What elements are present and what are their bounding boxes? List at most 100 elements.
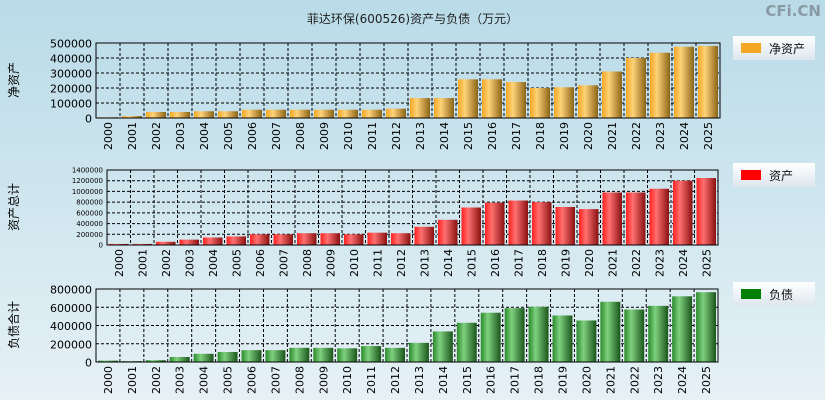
x-tick-label: 2023 [653,249,666,277]
bar [273,234,293,245]
bar [672,296,693,362]
x-tick-label: 2014 [438,122,451,150]
x-tick-label: 2012 [390,122,403,150]
x-tick-label: 2023 [652,366,665,394]
x-tick-label: 2019 [558,122,571,150]
bar [528,306,549,362]
x-tick-label: 2005 [230,249,243,277]
x-tick-label: 2008 [301,249,314,277]
bar [578,85,598,118]
bar [602,192,622,245]
bar [337,348,358,362]
y-tick-label: 400000 [50,53,92,66]
x-tick-label: 2016 [489,249,502,277]
y-tick-label: 800000 [50,284,92,297]
y-tick-label: 600000 [76,209,103,217]
y-tick-label: 400000 [76,220,103,228]
y-tick-label: 1000000 [72,188,103,196]
bar [600,301,621,362]
y-tick-label: 300000 [50,68,92,81]
x-tick-label: 2016 [485,366,498,394]
x-tick-label: 2009 [324,249,337,277]
bar [480,312,501,362]
bar [385,347,405,362]
x-tick-label: 2004 [198,366,211,394]
x-tick-label: 2006 [254,249,267,277]
x-tick-label: 2022 [630,249,643,277]
legend-swatch [741,289,761,299]
x-tick-label: 2017 [509,366,522,394]
bar [554,87,574,118]
bar [579,209,599,245]
x-tick-label: 2019 [557,366,570,394]
x-tick-label: 2003 [174,366,187,394]
legend-label: 净资产 [769,41,806,56]
x-tick-label: 2024 [678,122,691,150]
bar [458,79,478,118]
bar [98,360,118,362]
bar [434,98,454,118]
bar [530,88,550,118]
bar [650,52,670,118]
x-tick-label: 2002 [150,122,163,150]
bar [218,111,238,118]
x-tick-label: 2005 [222,366,235,394]
x-tick-label: 2022 [630,122,643,150]
y-tick-label: 1200000 [72,177,103,185]
x-tick-label: 2011 [371,249,384,277]
y-tick-label: 1400000 [72,167,103,175]
x-tick-label: 2014 [437,366,450,394]
bar [145,360,166,362]
x-tick-label: 2008 [293,366,306,394]
x-tick-label: 2009 [317,366,330,394]
bar [146,112,166,118]
y-tick-label: 200000 [50,83,92,96]
legend-label: 资产 [769,168,794,183]
bar [485,202,505,245]
bar [314,109,334,118]
x-tick-label: 2018 [536,249,549,277]
bar [242,109,262,118]
x-tick-label: 2007 [269,366,282,394]
x-tick-label: 2018 [534,122,547,150]
legend-label: 负债 [769,287,794,302]
bar [250,234,270,245]
y-tick-label: 800000 [76,199,103,207]
bar [297,233,317,245]
x-tick-label: 2001 [136,249,149,277]
x-tick-label: 2010 [342,122,355,150]
bar [432,331,453,362]
y-axis-label: 资产总计 [7,183,21,231]
bar [482,79,502,118]
bar [696,178,716,245]
chart-title: 菲达环保(600526)资产与负债（万元） [306,12,519,26]
plot-frame [95,42,721,119]
legend-assets: 资产 [733,163,815,187]
bar [266,109,286,118]
bar [602,71,622,118]
bar [391,233,411,245]
x-tick-label: 2021 [604,366,617,394]
x-tick-label: 2020 [582,122,595,150]
bar [217,351,238,362]
x-tick-label: 2012 [395,249,408,277]
bar [674,46,694,118]
bar [241,350,262,362]
bar [414,226,434,245]
bar [265,350,286,362]
x-tick-label: 2017 [510,122,523,150]
x-tick-label: 2011 [365,366,378,394]
bar [673,180,693,245]
x-tick-label: 2024 [676,366,689,394]
bar [506,82,526,118]
x-tick-label: 2018 [533,366,546,394]
bar [698,46,718,118]
x-tick-label: 2004 [207,249,220,277]
bar [552,315,573,362]
x-tick-label: 2000 [102,366,115,394]
x-tick-label: 2003 [174,122,187,150]
bar [132,243,152,245]
bar [320,233,340,245]
y-tick-label: 600000 [50,302,92,315]
